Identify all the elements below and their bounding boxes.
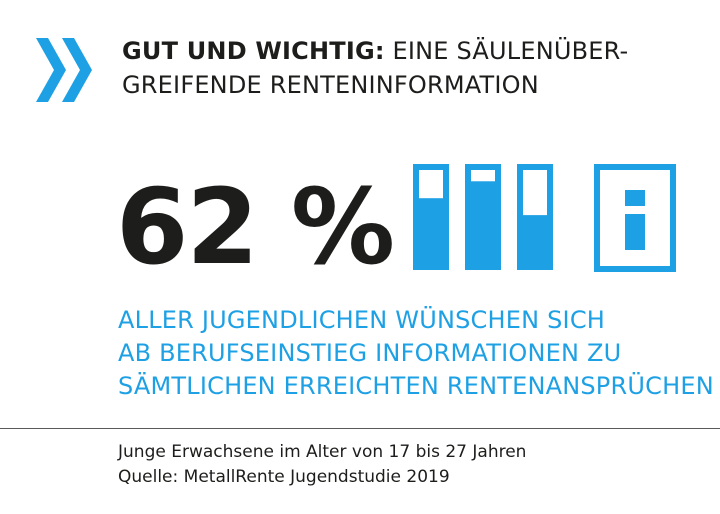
column-3 bbox=[517, 164, 553, 270]
column-fill-3 bbox=[523, 215, 547, 264]
page-title: GUT UND WICHTIG: EINE SÄULENÜBER- GREIFE… bbox=[122, 34, 682, 102]
title-line-1: GUT UND WICHTIG: EINE SÄULENÜBER- bbox=[122, 34, 682, 68]
title-rest: EINE SÄULENÜBER- bbox=[392, 37, 629, 65]
footer: Junge Erwachsene im Alter von 17 bis 27 … bbox=[118, 440, 708, 490]
column-2 bbox=[465, 164, 501, 270]
column-1 bbox=[413, 164, 449, 270]
statement-text: ALLER JUGENDLICHEN WÜNSCHEN SICH AB BERU… bbox=[118, 304, 714, 403]
column-fill-1 bbox=[419, 198, 443, 264]
footer-source: Quelle: MetallRente Jugendstudie 2019 bbox=[118, 467, 450, 487]
divider bbox=[0, 428, 720, 429]
column-fill-2 bbox=[471, 181, 495, 264]
title-bold: GUT UND WICHTIG: bbox=[122, 37, 385, 65]
statement-line-2: AB BERUFSEINSTIEG INFORMATIONEN ZU bbox=[118, 339, 622, 367]
statement-line-3: SÄMTLICHEN ERREICHTEN RENTENANSPRÜCHEN bbox=[118, 372, 714, 400]
statement-line-1: ALLER JUGENDLICHEN WÜNSCHEN SICH bbox=[118, 306, 606, 334]
double-chevron-right-icon bbox=[36, 38, 92, 102]
filled-columns-icon bbox=[413, 164, 553, 270]
percentage-value: 62 % bbox=[116, 166, 395, 288]
footer-sample-note: Junge Erwachsene im Alter von 17 bis 27 … bbox=[118, 442, 527, 462]
title-line-2: GREIFENDE RENTENINFORMATION bbox=[122, 71, 539, 99]
info-icon bbox=[594, 164, 676, 272]
